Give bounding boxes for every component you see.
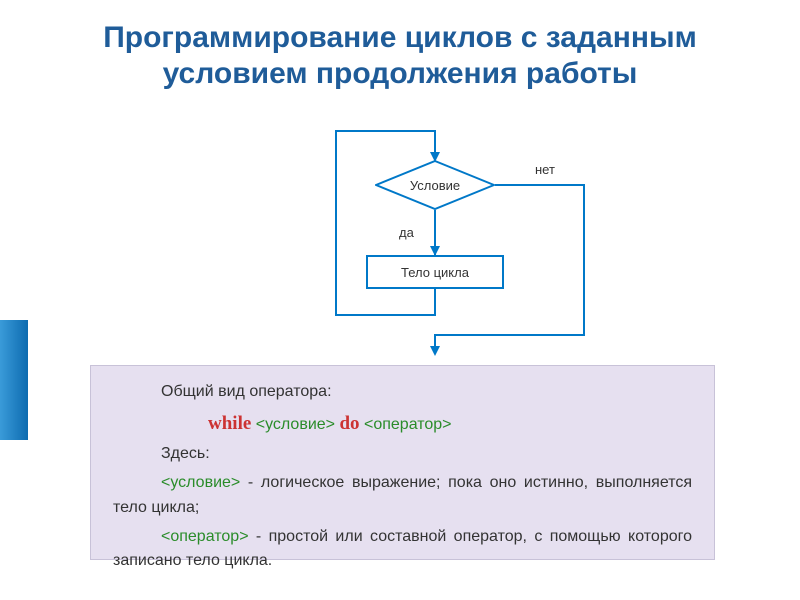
page-title: Программирование циклов с заданным услов…: [50, 20, 750, 92]
line-bottom-left: [335, 314, 436, 316]
token-operator-2: <оператор>: [161, 528, 249, 545]
line-no-right: [495, 184, 585, 186]
line-down-from-body: [434, 289, 436, 316]
line-left-up: [335, 130, 337, 316]
accent-bar: [0, 320, 28, 440]
keyword-do: do: [339, 413, 359, 434]
slide: Программирование циклов с заданным услов…: [0, 0, 800, 600]
flowchart: Условие да Тело цикла нет: [290, 140, 610, 350]
token-condition-2: <условие>: [161, 474, 240, 491]
info-box: Общий вид оператора: while <условие> do …: [90, 365, 715, 560]
info-line-3: Здесь:: [113, 442, 692, 467]
token-condition: <условие>: [256, 416, 335, 433]
condition-diamond: Условие: [375, 160, 495, 210]
token-operator: <оператор>: [364, 416, 452, 433]
arrow-exit-icon: [430, 346, 440, 356]
title-area: Программирование циклов с заданным услов…: [0, 0, 800, 102]
loop-body-box: Тело цикла: [366, 255, 504, 289]
info-cond-desc: <условие> - логическое выражение; пока о…: [113, 471, 692, 521]
info-line-1: Общий вид оператора:: [113, 380, 692, 405]
yes-label: да: [399, 225, 414, 240]
condition-label: Условие: [375, 160, 495, 210]
line-entry-top: [335, 130, 435, 132]
info-syntax-line: while <условие> do <оператор>: [113, 409, 692, 438]
info-op-desc: <оператор> - простой или составной опера…: [113, 525, 692, 575]
no-label: нет: [535, 162, 555, 177]
line-no-down: [583, 184, 585, 336]
line-merge-bottom: [434, 334, 585, 336]
keyword-while: while: [208, 413, 251, 434]
